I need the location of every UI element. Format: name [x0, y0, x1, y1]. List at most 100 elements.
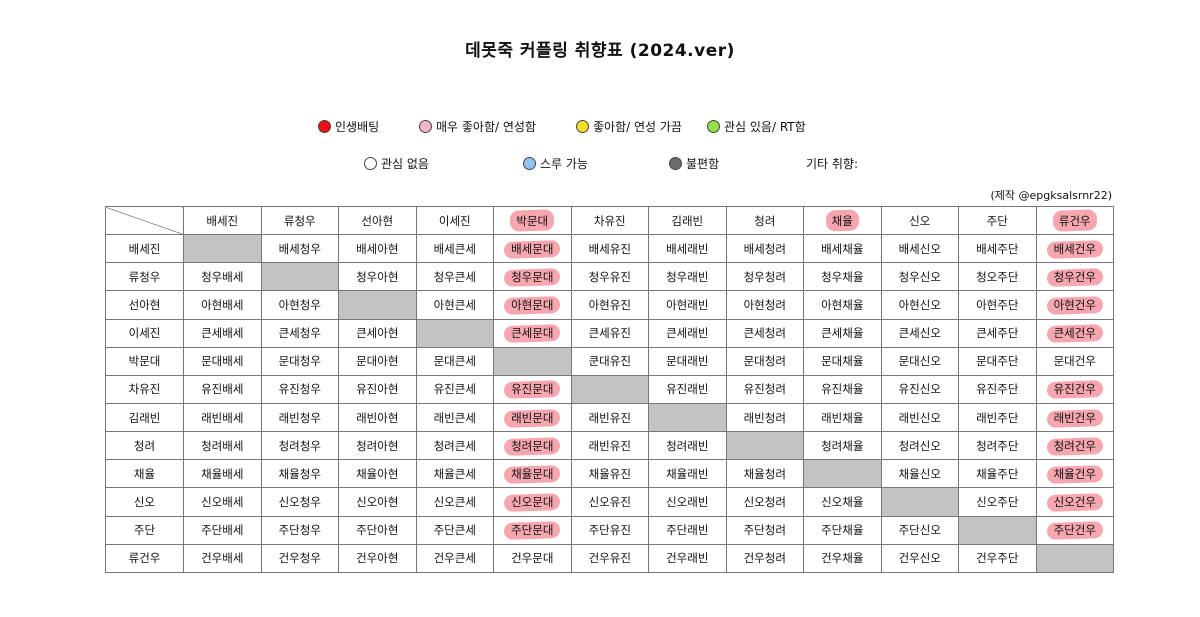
pairing-label: 건우큰세 [433, 551, 476, 566]
pairing-cell: 청우큰세 [415, 262, 494, 292]
pairing-label: 문대청우 [278, 354, 321, 369]
white-dot-icon [364, 157, 377, 170]
gray-dot-icon [669, 157, 682, 170]
column-header: 박문대 [493, 205, 572, 236]
column-header: 선아현 [338, 205, 417, 236]
pairing-cell: 채율건우 [1035, 459, 1114, 489]
pairing-cell: 청려신오 [880, 431, 959, 461]
pairing-label: 청우아현 [356, 269, 399, 284]
pairing-cell: 주단청려 [725, 515, 804, 545]
pairing-cell: 래빈청려 [725, 402, 804, 433]
pairing-label: 주단문대 [511, 523, 554, 538]
pairing-label: 청려배세 [201, 438, 244, 453]
legend-item-like: 좋아함/ 연성 가끔 [576, 118, 682, 135]
pairing-label: 유진청려 [743, 382, 786, 397]
pairing-label: 주단채율 [821, 523, 864, 538]
pairing-cell: 배세유진 [570, 234, 649, 264]
pairing-cell: 주단문대 [493, 515, 572, 545]
pairing-cell: 배세주단 [958, 234, 1037, 264]
pairing-cell: 큰세채율 [803, 318, 882, 348]
pairing-cell: 문대청려 [725, 346, 804, 376]
row-header: 채율 [105, 459, 184, 489]
pairing-label: 청우유진 [588, 269, 631, 284]
pairing-label: 신오청려 [743, 494, 786, 509]
row-header: 차유진 [105, 374, 184, 404]
pairing-cell: 문대큰세 [415, 346, 494, 376]
pairing-label: 청우신오 [898, 269, 941, 284]
row-header: 주단 [105, 515, 184, 545]
pairing-label: 유진청우 [278, 382, 321, 397]
pairing-cell: 래빈주단 [958, 402, 1037, 433]
legend-label: 인생배팅 [335, 120, 380, 134]
pairing-label: 큰세배세 [201, 326, 244, 341]
pairing-label: 청우큰세 [433, 269, 476, 284]
pairing-cell: 신오래빈 [648, 487, 727, 517]
pairing-cell: 청우청려 [725, 262, 804, 292]
pairing-cell: 문대아현 [338, 346, 417, 376]
pairing-cell: 쿤대유진 [570, 346, 649, 376]
diagonal-cell [803, 459, 882, 489]
column-header: 청려 [725, 205, 804, 236]
pairing-label: 신오유진 [588, 494, 631, 509]
row-header: 이세진 [105, 318, 184, 348]
pairing-cell: 청려주단 [958, 431, 1037, 461]
blue-dot-icon [523, 157, 536, 170]
pairing-cell: 아현유진 [570, 290, 649, 320]
diagonal-cell [958, 515, 1037, 545]
pairing-cell: 래빈배세 [183, 402, 262, 433]
diagonal-cell [648, 402, 727, 433]
yellow-dot-icon [576, 120, 589, 133]
pairing-cell: 채율아현 [338, 459, 417, 489]
pairing-cell: 청려청우 [260, 431, 339, 461]
pairing-label: 청려신오 [898, 438, 941, 453]
pairing-label: 청려주단 [976, 438, 1019, 453]
legend-other-taste: 기타 취향: [806, 155, 858, 172]
table-row: 김래빈 래빈배세 래빈청우 래빈아현 래빈큰세 래빈문대 래빈유진 래빈청려 래빈채율 래빈신오 래… [105, 402, 1114, 433]
pairing-label: 배세래빈 [666, 241, 709, 256]
pink-dot-icon [419, 120, 432, 133]
pairing-cell: 건우아현 [338, 543, 417, 574]
pairing-label: 청려건우 [1053, 438, 1096, 453]
pairing-label: 청려채율 [821, 438, 864, 453]
column-header-label: 차유진 [593, 213, 626, 228]
pairing-label: 문대아현 [356, 354, 399, 369]
pairing-cell: 유진주단 [958, 374, 1037, 404]
pairing-label: 건우문대 [511, 551, 554, 566]
pairing-label: 아현청우 [278, 297, 321, 312]
pairing-cell: 아현래빈 [648, 290, 727, 320]
pairing-cell: 건우청우 [260, 543, 339, 574]
pairing-cell: 주단아현 [338, 515, 417, 545]
pairing-label: 문대주단 [976, 354, 1019, 369]
pairing-label: 신오아현 [356, 494, 399, 509]
pairing-cell: 아현청려 [725, 290, 804, 320]
pairing-cell: 배세채율 [803, 234, 882, 264]
pairing-cell: 채율주단 [958, 459, 1037, 489]
pairing-cell: 큰세래빈 [648, 318, 727, 348]
pairing-cell: 큰세아현 [338, 318, 417, 348]
pairing-cell: 래빈유진 [570, 431, 649, 461]
pairing-cell: 신오건우 [1035, 487, 1114, 517]
pairing-label: 큰세유진 [588, 326, 631, 341]
table-row: 배세진 배세청우 배세아현 배세큰세 배세문대 배세유진 배세래빈 배세청려 배세채율 배세신오 배… [105, 234, 1114, 264]
pairing-cell: 문대건우 [1035, 346, 1114, 376]
pairing-cell: 신오청려 [725, 487, 804, 517]
pairing-label: 청려큰세 [433, 438, 476, 453]
pairing-cell: 채율청우 [260, 459, 339, 489]
pairing-cell: 아현채율 [803, 290, 882, 320]
pairing-label: 배세건우 [1053, 241, 1096, 256]
pairing-cell: 큰세배세 [183, 318, 262, 348]
pairing-label: 문대배세 [201, 354, 244, 369]
pairing-label: 문대신오 [898, 354, 941, 369]
pairing-cell: 아현배세 [183, 290, 262, 320]
column-header-label: 주단 [986, 213, 1008, 228]
pairing-label: 배세문대 [511, 241, 554, 256]
pairing-label: 신오문대 [511, 494, 554, 509]
pairing-cell: 아현큰세 [415, 290, 494, 320]
pairing-label: 배세큰세 [433, 241, 476, 256]
pairing-cell: 청려문대 [493, 431, 572, 461]
pairing-cell: 청우문대 [493, 262, 572, 292]
pairing-label: 채율주단 [976, 466, 1019, 481]
pairing-cell: 배세큰세 [415, 234, 494, 264]
pairing-cell: 유진아현 [338, 374, 417, 404]
pairing-label: 큰세청우 [278, 326, 321, 341]
